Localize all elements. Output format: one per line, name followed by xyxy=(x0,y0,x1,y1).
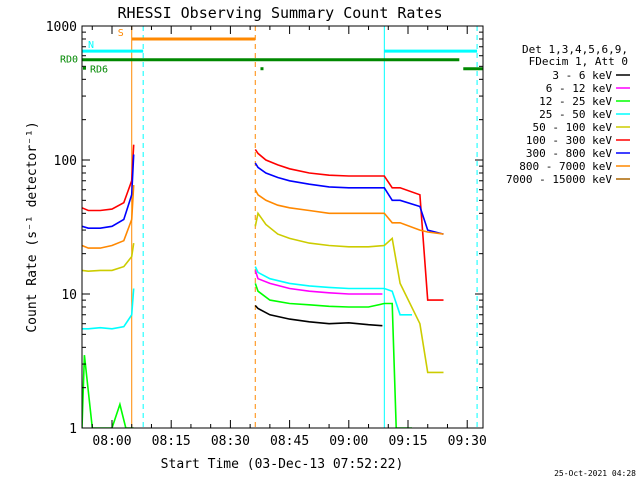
x-tick-label: 08:15 xyxy=(152,434,191,449)
series-line-1-0 xyxy=(254,270,383,295)
legend-entry-1: 6 - 12 keV xyxy=(546,82,613,95)
series-line-4-1 xyxy=(254,211,444,374)
series-line-4-0 xyxy=(82,242,135,273)
timestamp: 25-Oct-2021 04:28 xyxy=(554,469,636,478)
annotation-dot-6 xyxy=(260,67,264,71)
annotation-label-3: RD0 xyxy=(60,55,78,66)
chart-title: RHESSI Observing Summary Count Rates xyxy=(117,4,442,22)
legend-header-0: Det 1,3,4,5,6,9, xyxy=(522,43,628,56)
legend-entry-8: 7000 - 15000 keV xyxy=(506,173,612,186)
x-tick-label: 09:30 xyxy=(448,434,487,449)
plot-frame xyxy=(81,25,484,429)
series-line-7-0 xyxy=(82,185,135,249)
annotation-label-1: N xyxy=(88,40,94,51)
x-tick-label: 08:30 xyxy=(211,434,250,449)
legend-entry-4: 50 - 100 keV xyxy=(533,121,613,134)
legend-entry-2: 12 - 25 keV xyxy=(539,95,612,108)
series-line-5-1 xyxy=(254,148,444,301)
legend: Det 1,3,4,5,6,9,FDecim 1, Att 03 - 6 keV… xyxy=(506,43,630,186)
series-line-2-1 xyxy=(254,283,412,428)
series-line-3-0 xyxy=(82,288,135,330)
y-tick-label: 1000 xyxy=(46,20,77,35)
x-tick-label: 08:00 xyxy=(92,434,131,449)
x-axis-label: Start Time (03-Dec-13 07:52:22) xyxy=(161,457,404,472)
y-tick-label: 100 xyxy=(54,154,77,169)
y-axis: 1 10 100 1000 xyxy=(46,20,483,437)
legend-entry-3: 25 - 50 keV xyxy=(539,108,612,121)
series-line-7-1 xyxy=(254,189,444,235)
legend-entry-7: 800 - 7000 keV xyxy=(519,160,612,173)
legend-header-1: FDecim 1, Att 0 xyxy=(529,55,628,68)
annotation-label-0: S xyxy=(118,28,124,39)
series-line-6-1 xyxy=(254,162,444,235)
series-line-2-0 xyxy=(82,355,134,428)
x-tick-label: 08:45 xyxy=(270,434,309,449)
annotation-label-5: RD6 xyxy=(90,65,108,76)
y-axis-label: Count Rate (s⁻¹ detector⁻¹) xyxy=(25,121,40,332)
annotation-rd6-marker xyxy=(83,66,86,70)
y-tick-label: 1 xyxy=(69,422,77,437)
x-tick-label: 09:00 xyxy=(329,434,368,449)
legend-entry-6: 300 - 800 keV xyxy=(526,147,612,160)
legend-entry-0: 3 - 6 keV xyxy=(552,69,612,82)
x-tick-label: 09:15 xyxy=(388,434,427,449)
legend-entry-5: 100 - 300 keV xyxy=(526,134,612,147)
y-tick-label: 10 xyxy=(61,288,77,303)
series-line-0-0 xyxy=(254,304,383,327)
series-line-6-0 xyxy=(82,154,135,229)
series-line-3-1 xyxy=(254,266,412,316)
x-axis: 08:00 08:15 08:30 08:45 09:00 09:15 09:30 xyxy=(91,26,487,449)
